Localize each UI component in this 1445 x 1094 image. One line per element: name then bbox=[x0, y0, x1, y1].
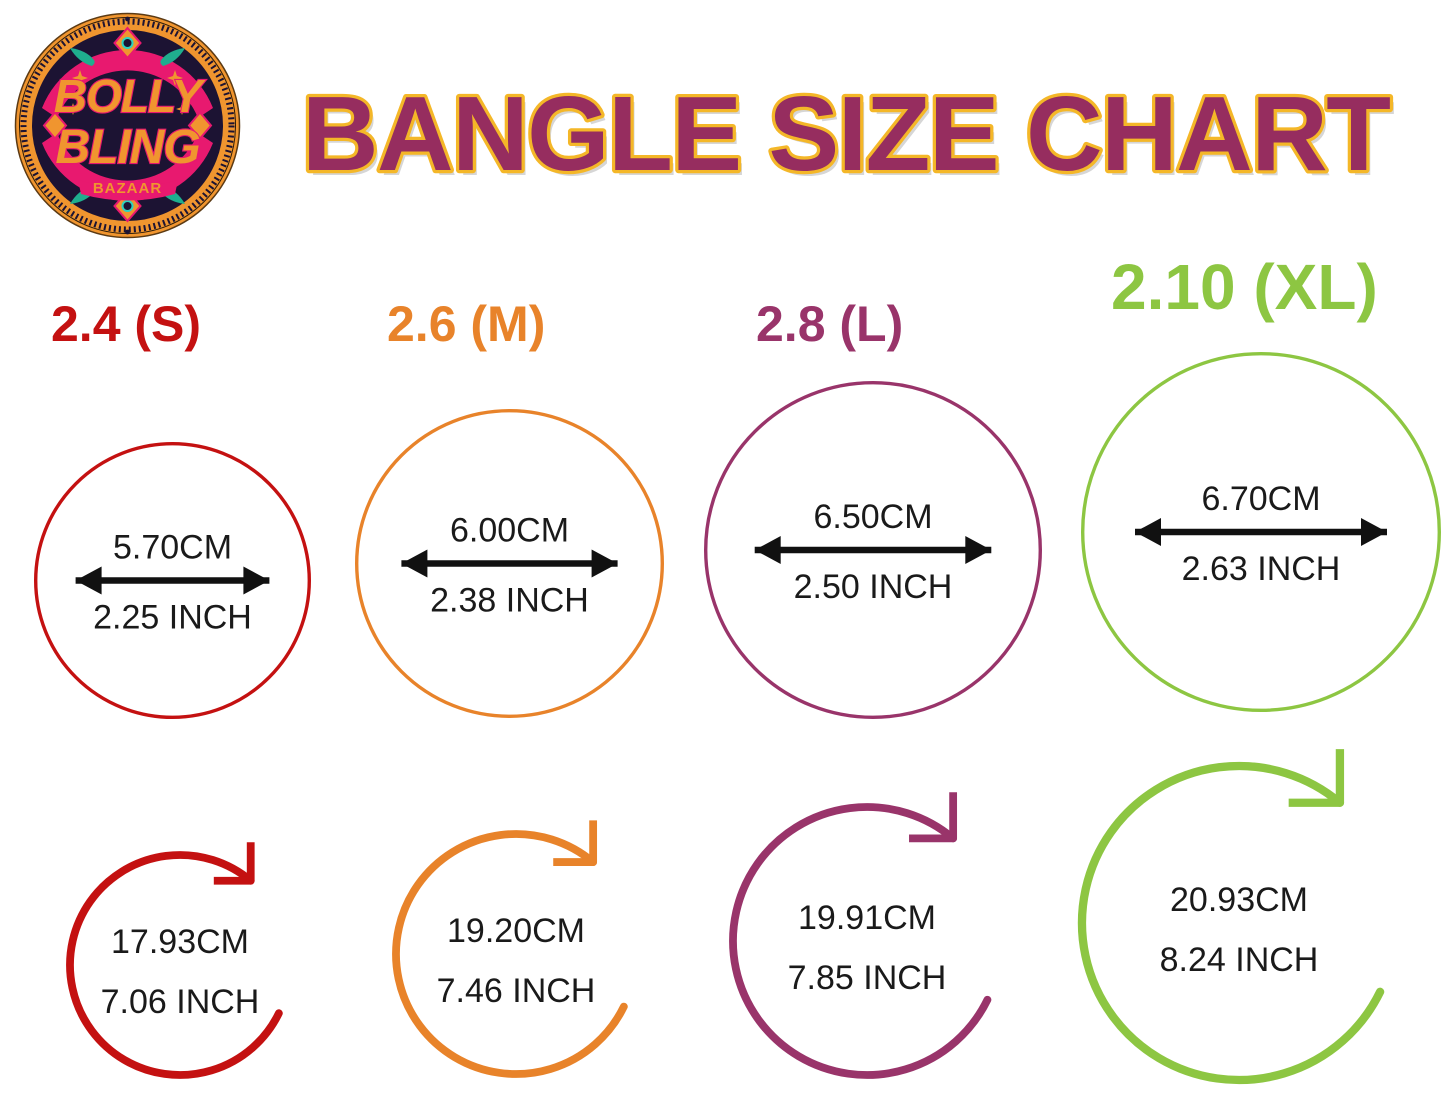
svg-text:6.00CM: 6.00CM bbox=[449, 511, 568, 549]
svg-text:8.24 INCH: 8.24 INCH bbox=[1160, 941, 1319, 979]
svg-text:6.50CM: 6.50CM bbox=[813, 498, 932, 536]
svg-text:6.70CM: 6.70CM bbox=[1201, 480, 1320, 518]
svg-text:7.85 INCH: 7.85 INCH bbox=[788, 959, 947, 997]
svg-text:2.50 INCH: 2.50 INCH bbox=[794, 568, 953, 606]
svg-text:BAZAAR: BAZAAR bbox=[93, 180, 162, 197]
svg-text:BANGLE SIZE CHART: BANGLE SIZE CHART bbox=[302, 75, 1390, 193]
svg-text:7.06 INCH: 7.06 INCH bbox=[101, 983, 260, 1021]
svg-text:2.38 INCH: 2.38 INCH bbox=[430, 581, 589, 619]
svg-text:BOLLY: BOLLY bbox=[54, 70, 207, 122]
svg-text:2.63 INCH: 2.63 INCH bbox=[1182, 550, 1341, 588]
svg-text:5.70CM: 5.70CM bbox=[112, 528, 231, 566]
svg-text:19.91CM: 19.91CM bbox=[798, 899, 936, 937]
svg-text:7.46 INCH: 7.46 INCH bbox=[437, 972, 596, 1010]
svg-text:20.93CM: 20.93CM bbox=[1170, 881, 1308, 919]
svg-text:17.93CM: 17.93CM bbox=[111, 923, 249, 961]
svg-text:BLING: BLING bbox=[55, 121, 199, 174]
svg-text:19.20CM: 19.20CM bbox=[447, 912, 585, 950]
svg-text:2.25 INCH: 2.25 INCH bbox=[93, 598, 252, 636]
